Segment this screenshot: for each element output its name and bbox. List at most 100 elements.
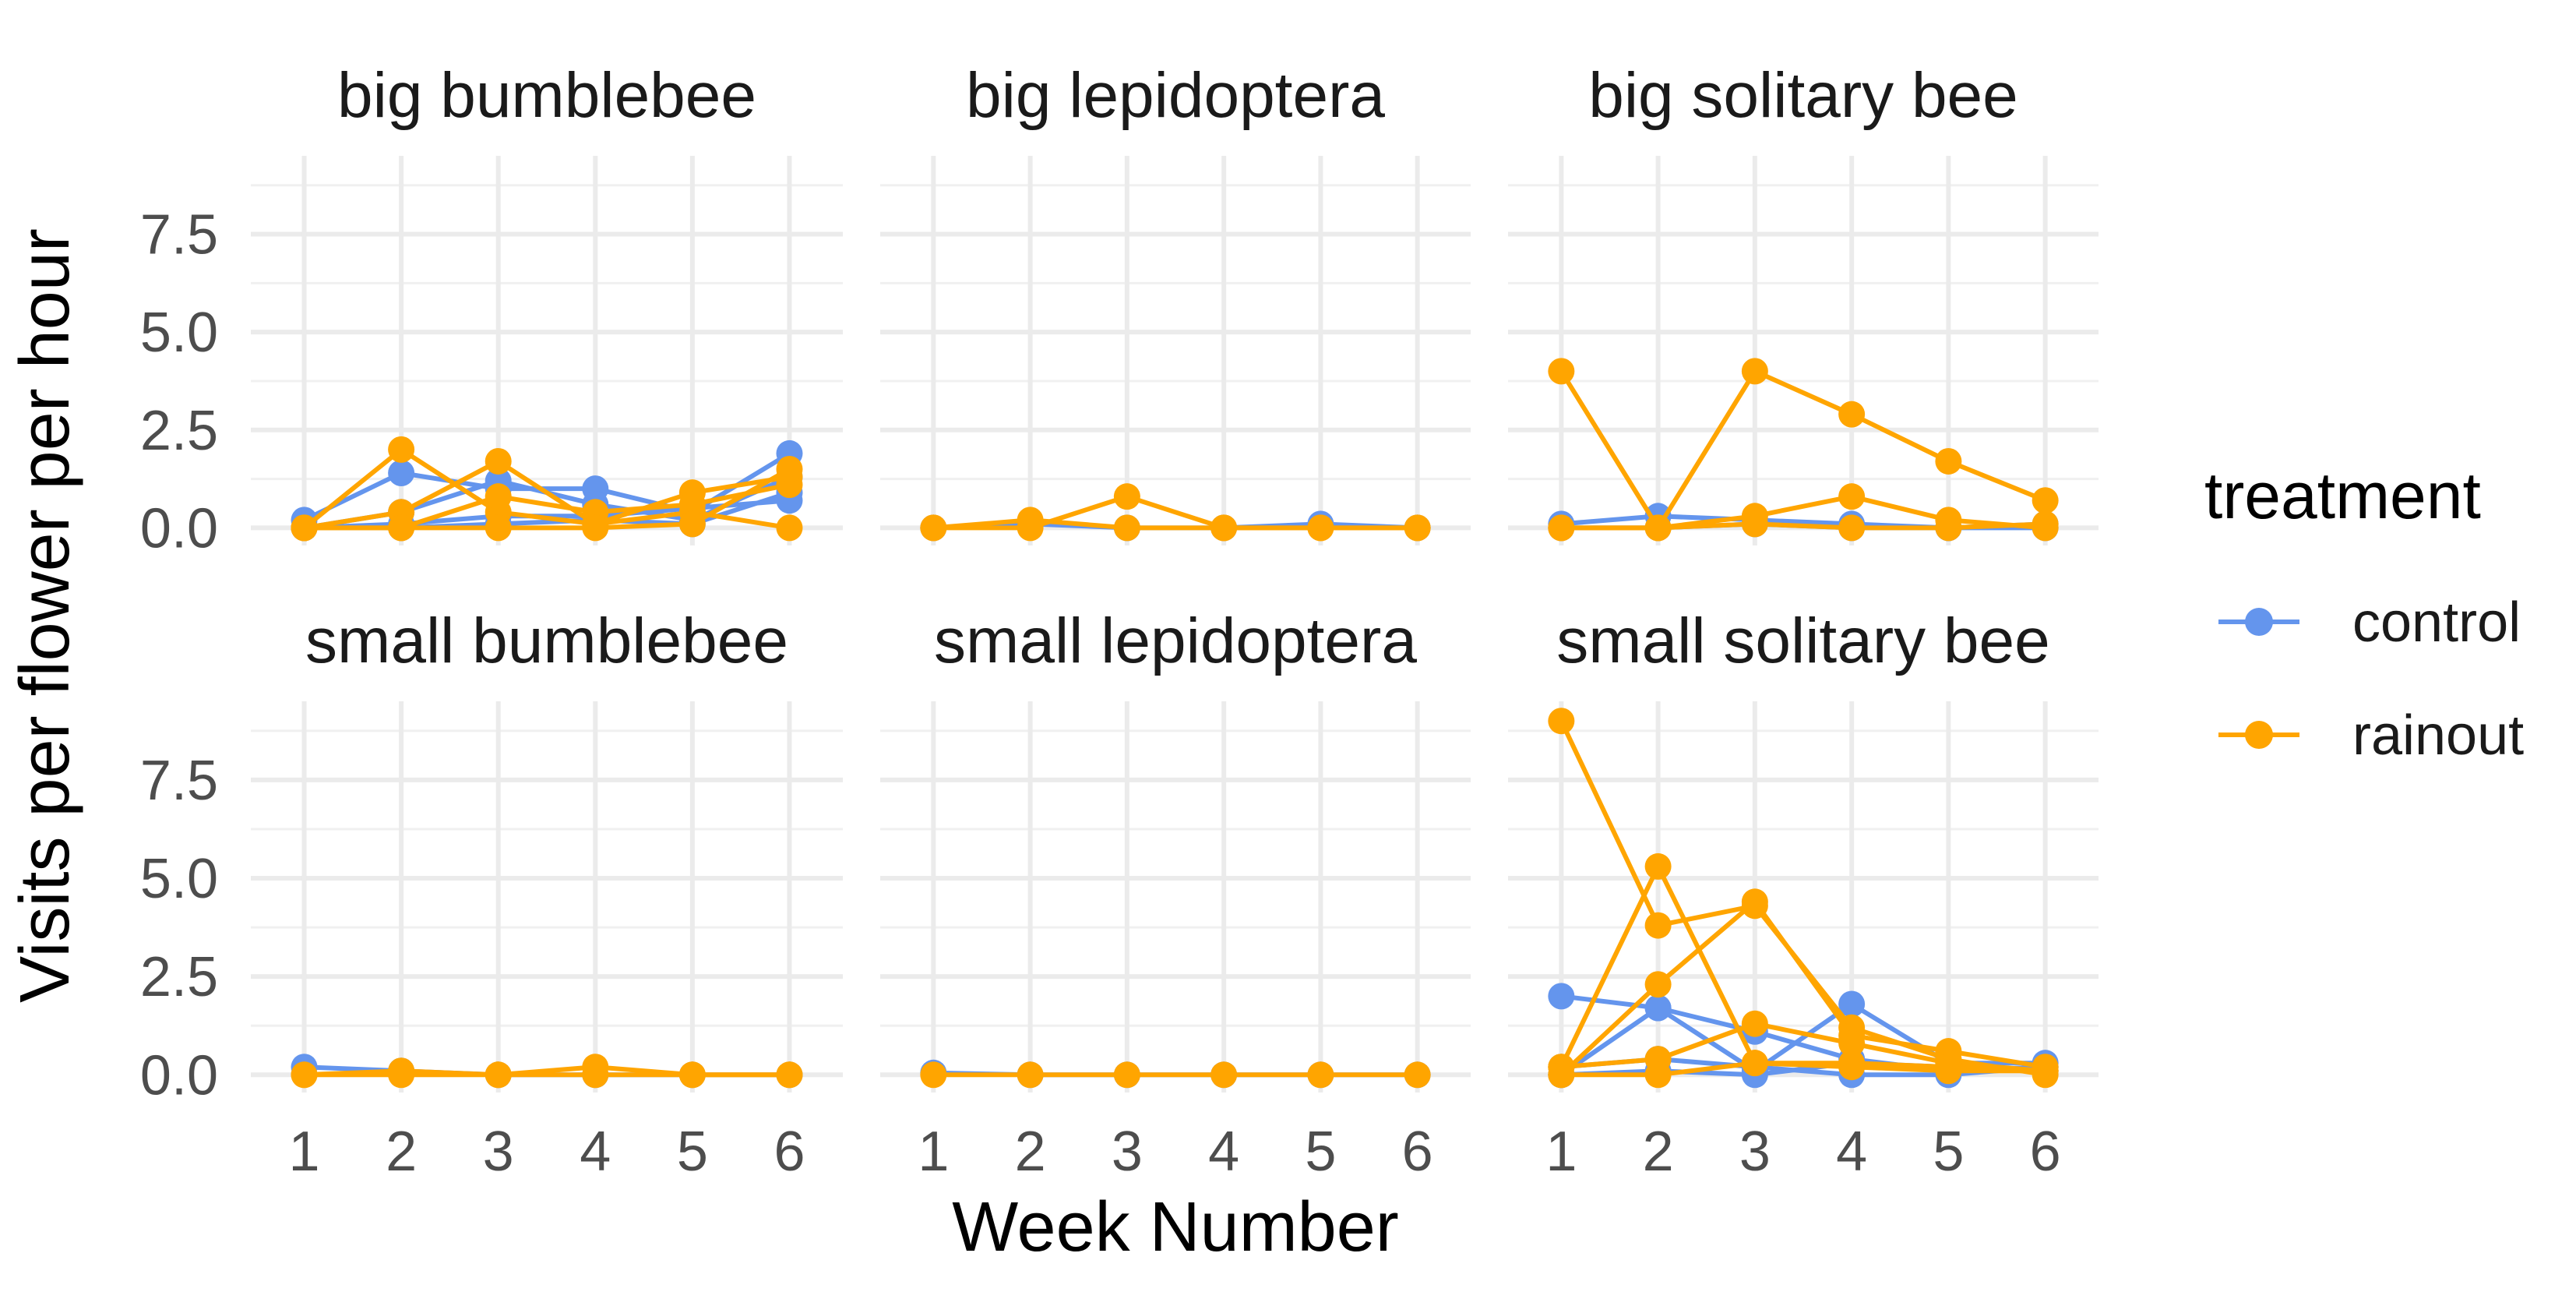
legend-entries: control rainout	[2218, 591, 2524, 767]
legend-label: rainout	[2352, 704, 2524, 767]
data-point-rainout	[291, 1061, 318, 1089]
data-point-rainout	[1935, 1054, 1962, 1081]
data-point-rainout	[2032, 1057, 2059, 1085]
y-tick-label: 7.5	[140, 204, 218, 267]
data-point-rainout	[388, 514, 415, 542]
facet-title: small solitary bee	[1556, 605, 2049, 676]
facet-panel: big lepidoptera	[880, 60, 1471, 545]
x-tick-label: 1	[289, 1121, 320, 1183]
x-tick-label: 1	[918, 1121, 949, 1183]
data-point-rainout	[1741, 510, 1768, 538]
data-point-control	[1838, 990, 1866, 1018]
facet-panel: small solitary bee 1 2 3 4 5 6	[1508, 605, 2099, 1183]
data-point-rainout	[1741, 358, 1768, 385]
data-point-rainout	[1113, 514, 1140, 542]
legend-key-point	[2245, 721, 2273, 749]
series-line-rainout	[1559, 899, 2046, 1077]
data-point-control	[388, 460, 415, 487]
data-point-rainout	[776, 456, 803, 483]
data-point-rainout	[485, 447, 512, 475]
facet-title: small bumblebee	[305, 605, 788, 676]
data-point-rainout	[1113, 483, 1140, 510]
x-axis-title: Week Number	[952, 1188, 1399, 1266]
data-point-rainout	[582, 514, 609, 542]
data-point-rainout	[1838, 1029, 1866, 1057]
facet-title: big bumblebee	[337, 60, 756, 131]
data-point-control	[1644, 994, 1672, 1022]
data-point-rainout	[776, 1061, 803, 1089]
x-tick-label: 3	[1112, 1121, 1143, 1183]
x-tick-label: 5	[1933, 1121, 1964, 1183]
x-tick-label: 4	[580, 1121, 611, 1183]
data-point-rainout	[291, 514, 318, 542]
legend-title: treatment	[2204, 459, 2481, 532]
legend: treatment control rainout	[2204, 459, 2524, 767]
data-point-rainout	[485, 514, 512, 542]
data-point-rainout	[1404, 514, 1431, 542]
y-tick-label: 2.5	[140, 400, 218, 462]
y-tick-label: 2.5	[140, 946, 218, 1008]
facet-panel: big bumblebee 0.0 2.5 5.0 7.5	[140, 60, 843, 560]
data-point-rainout	[1838, 401, 1866, 428]
data-point-rainout	[1548, 358, 1575, 385]
x-tick-label: 5	[677, 1121, 708, 1183]
x-tick-label: 2	[386, 1121, 417, 1183]
data-point-rainout	[1307, 514, 1334, 542]
x-tick-label: 3	[483, 1121, 514, 1183]
facet-panel: small bumblebee 0.0 2.5 5.0 7.5 1 2 3 4 5 6	[140, 605, 843, 1183]
data-point-rainout	[776, 514, 803, 542]
series-line-rainout	[1561, 1061, 2046, 1078]
series-line-rainout	[1559, 719, 2046, 1078]
x-tick-label: 6	[774, 1121, 805, 1183]
x-tick-label: 3	[1739, 1121, 1771, 1183]
data-point-rainout	[1210, 1061, 1238, 1089]
data-point-rainout	[1838, 483, 1866, 510]
x-tick-label: 4	[1208, 1121, 1239, 1183]
data-point-rainout	[1741, 1010, 1768, 1037]
series-line-rainout	[933, 494, 1418, 531]
data-point-rainout	[1644, 853, 1672, 880]
y-tick-label: 0.0	[140, 1044, 218, 1107]
data-point-rainout	[2032, 510, 2059, 538]
facet-panels: big bumblebee 0.0 2.5 5.0 7.5 big lepidoptera…	[140, 60, 2099, 1183]
x-tick-label: 4	[1836, 1121, 1867, 1183]
data-point-rainout	[1741, 1050, 1768, 1077]
data-point-rainout	[1741, 888, 1768, 916]
x-tick-label: 5	[1305, 1121, 1336, 1183]
data-point-rainout	[1838, 1050, 1866, 1077]
series-line-rainout	[1561, 1021, 2046, 1074]
facet-panel: big solitary bee	[1508, 60, 2099, 545]
facet-title: small lepidoptera	[934, 605, 1417, 676]
data-point-rainout	[1644, 1061, 1672, 1089]
data-point-rainout	[678, 510, 706, 538]
y-axis-title: Visits per flower per hour	[6, 228, 84, 1003]
y-tick-label: 7.5	[140, 750, 218, 812]
data-point-rainout	[1644, 514, 1672, 542]
facet-title: big lepidoptera	[966, 60, 1385, 131]
data-point-rainout	[582, 1061, 609, 1089]
x-tick-label: 2	[1643, 1121, 1674, 1183]
data-point-rainout	[485, 483, 512, 510]
data-point-rainout	[1548, 708, 1575, 735]
data-point-rainout	[1017, 1061, 1044, 1089]
data-point-rainout	[920, 1061, 947, 1089]
data-point-rainout	[1548, 514, 1575, 542]
series-line-rainout	[1561, 521, 2046, 531]
y-tick-label: 5.0	[140, 848, 218, 910]
facet-title: big solitary bee	[1588, 60, 2018, 131]
data-point-rainout	[2032, 487, 2059, 514]
data-point-control	[1548, 983, 1575, 1010]
x-tick-label: 1	[1545, 1121, 1577, 1183]
data-point-rainout	[678, 1061, 706, 1089]
data-point-rainout	[1017, 514, 1044, 542]
series-line-rainout	[302, 447, 790, 530]
data-point-rainout	[1644, 971, 1672, 998]
data-point-rainout	[388, 1061, 415, 1089]
data-point-rainout	[1548, 1061, 1575, 1089]
data-point-rainout	[1935, 447, 1962, 475]
data-point-rainout	[1404, 1061, 1431, 1089]
legend-label: control	[2352, 591, 2521, 654]
data-point-rainout	[1307, 1061, 1334, 1089]
